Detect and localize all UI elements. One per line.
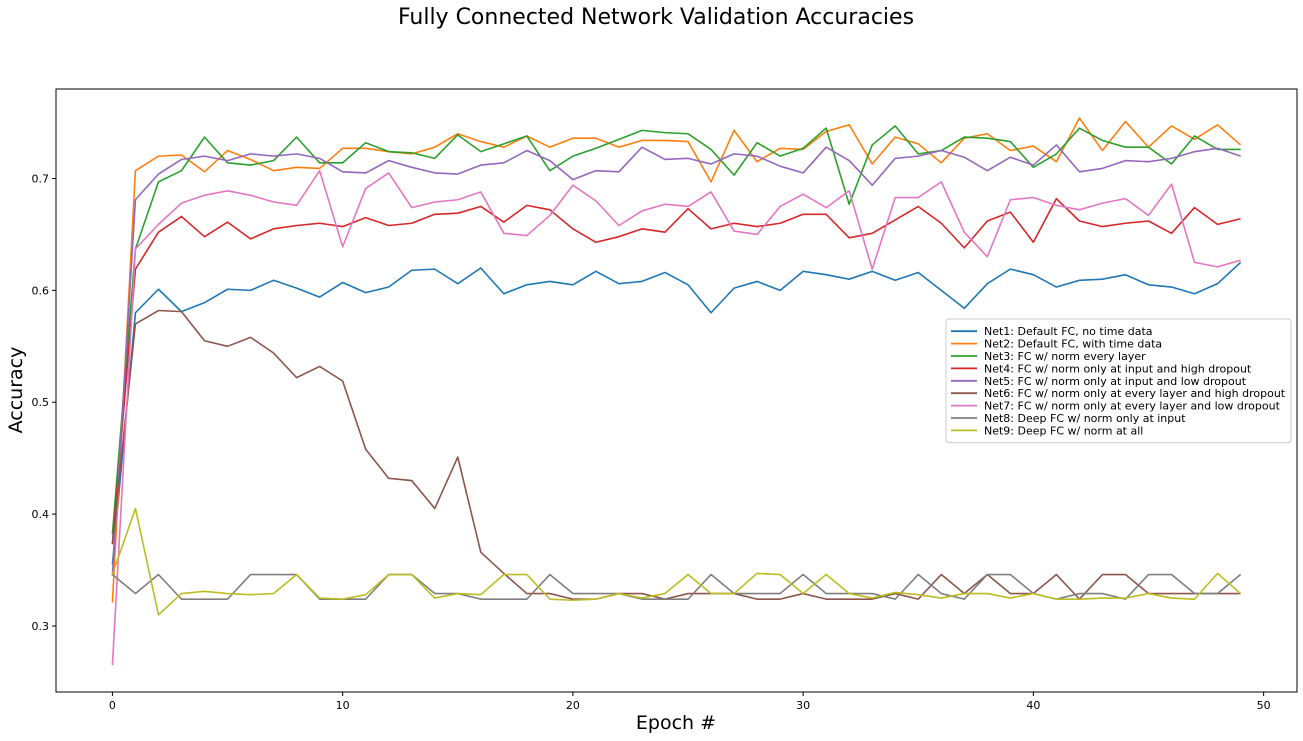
legend-box: [945, 318, 1292, 444]
legend-entry-net3: Net3: FC w/ norm every layer: [984, 350, 1146, 363]
series-line-net7: [111, 169, 1241, 666]
series-line-net2: [111, 117, 1242, 603]
x-axis-label: Epoch #: [636, 712, 716, 734]
legend-entry-net1: Net1: Default FC, no time data: [984, 325, 1153, 338]
series-line-net6: [111, 309, 1241, 600]
series-line-net3: [111, 125, 1241, 535]
x-tick-label: 30: [796, 699, 810, 712]
series-layer: [111, 117, 1242, 666]
legend-entry-net8: Net8: Deep FC w/ norm only at input: [984, 412, 1186, 425]
x-tick-label: 20: [566, 699, 580, 712]
chart-title: Fully Connected Network Validation Accur…: [398, 5, 914, 30]
y-tick-label: 0.7: [32, 172, 50, 185]
series-line-net1: [111, 261, 1242, 565]
y-axis-ticks: 0.3 0.4 0.5 0.6 0.7: [32, 172, 56, 633]
y-tick-label: 0.3: [32, 620, 50, 633]
legend-entry-net6: Net6: FC w/ norm only at every layer and…: [984, 387, 1286, 400]
y-tick-label: 0.4: [32, 508, 50, 521]
x-axis-ticks: 0 10 20 30 40 50: [109, 692, 1271, 712]
x-tick-label: 40: [1026, 699, 1040, 712]
legend-entry-net7: Net7: FC w/ norm only at every layer and…: [984, 400, 1281, 413]
x-tick-label: 0: [109, 699, 116, 712]
legend-entry-net4: Net4: FC w/ norm only at input and high …: [984, 362, 1252, 375]
y-axis-label: Accuracy: [5, 347, 27, 434]
series-line-net9: [111, 507, 1242, 616]
y-tick-label: 0.5: [32, 396, 50, 409]
x-tick-label: 10: [336, 699, 350, 712]
legend-entry-net9: Net9: Deep FC w/ norm at all: [984, 424, 1143, 437]
x-tick-label: 50: [1257, 699, 1271, 712]
plot-frame: [55, 88, 1298, 693]
legend-entry-net2: Net2: Default FC, with time data: [984, 338, 1162, 351]
y-tick-label: 0.6: [32, 284, 50, 297]
series-line-net4: [111, 197, 1241, 545]
series-line-net5: [111, 144, 1241, 576]
legend-entry-net5: Net5: FC w/ norm only at input and low d…: [984, 375, 1247, 388]
